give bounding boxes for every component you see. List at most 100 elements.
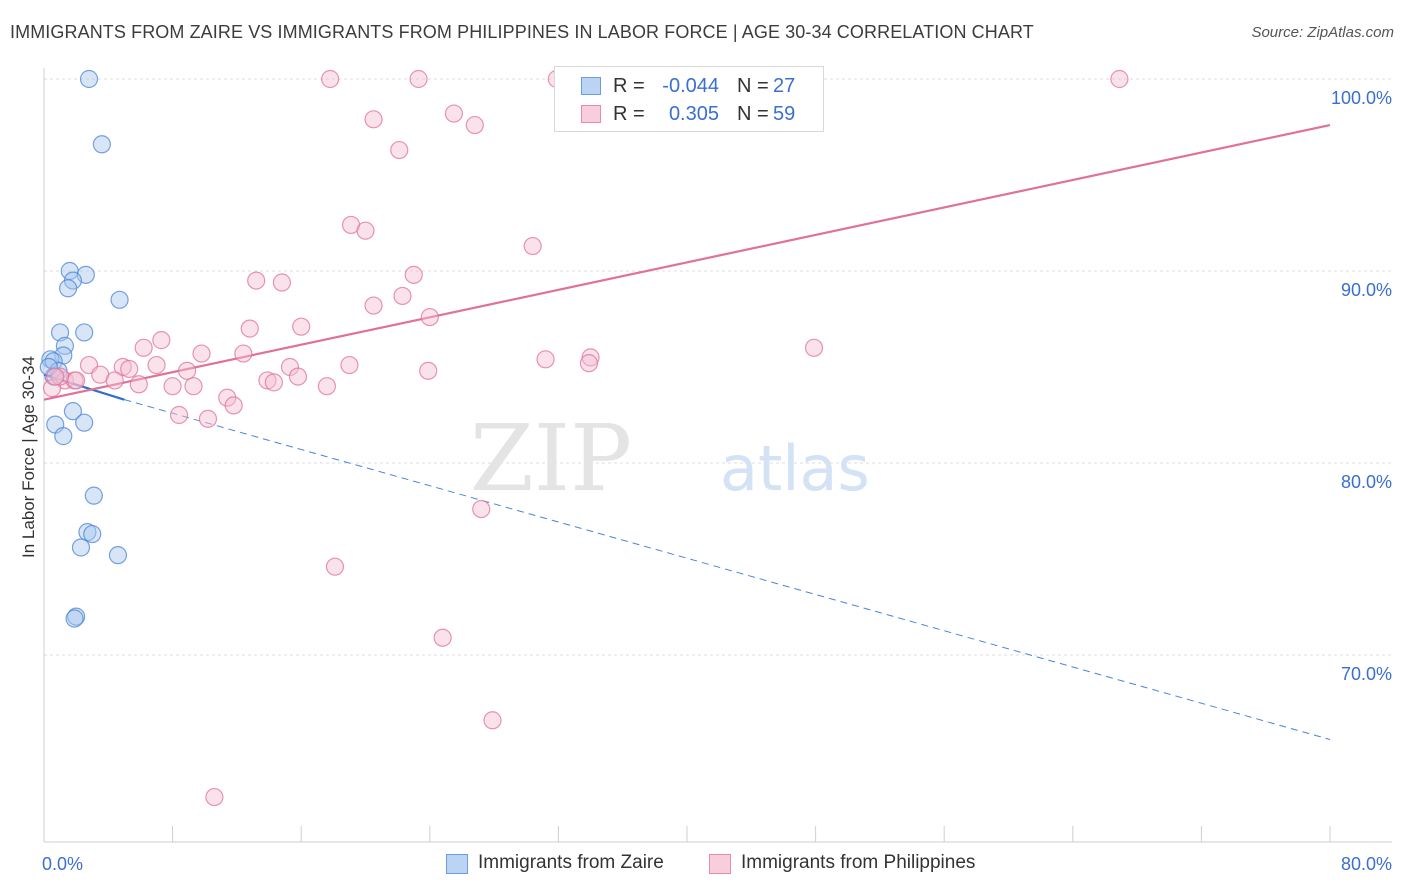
philippines-point (240, 319, 259, 338)
philippines-point (177, 361, 197, 380)
philippines-point (113, 357, 132, 377)
philippines-point (169, 405, 189, 425)
zaire-point (79, 69, 99, 89)
philippines-point (292, 317, 311, 336)
philippines-point (288, 367, 308, 386)
gridlines (44, 78, 1392, 656)
philippines-point (147, 355, 166, 375)
zaire-point (54, 427, 73, 446)
watermark-zip: ZIP (470, 405, 632, 512)
series-legend: Immigrants from Zaire Immigrants from Ph… (0, 852, 1406, 878)
legend-row-zaire: R = -0.044 N = 27 (555, 73, 823, 101)
zaire-trend-dashed (124, 399, 1331, 740)
philippines-point (404, 265, 423, 284)
r-label: R = (613, 103, 645, 125)
zaire-point (50, 323, 70, 342)
philippines-point (192, 344, 211, 363)
x-tick-labels: 0.0% 80.0% (42, 854, 1392, 874)
zaire-swatch (581, 77, 601, 95)
philippines-point (258, 371, 277, 390)
y-tick-labels: 100.0% 90.0% 80.0% 70.0% (1331, 88, 1392, 684)
philippines-point (184, 377, 203, 396)
philippines-point (325, 557, 345, 576)
philippines-point (420, 307, 439, 327)
philippines-point (364, 296, 383, 315)
philippines-point (46, 367, 65, 386)
philippines-point (483, 711, 502, 730)
watermark-atlas: atlas (720, 432, 870, 505)
x-tick-label-min: 0.0% (42, 854, 83, 874)
philippines-point (444, 104, 464, 123)
philippines-point (198, 409, 218, 428)
zaire-legend-label: Immigrants from Zaire (478, 852, 664, 873)
philippines-point (120, 359, 139, 379)
philippines-swatch (581, 105, 601, 123)
philippines-point (356, 221, 375, 240)
philippines-point (465, 115, 484, 135)
philippines-point (247, 271, 266, 290)
data-points (39, 69, 1129, 807)
zaire-point (92, 135, 111, 154)
philippines-point (129, 375, 148, 394)
zaire-point (84, 486, 103, 505)
x-tick-label-max: 80.0% (1341, 854, 1392, 874)
philippines-point (152, 331, 171, 350)
zaire-point (59, 279, 78, 298)
zaire-point (75, 323, 94, 342)
philippines-point (393, 286, 412, 306)
philippines-point (340, 355, 359, 375)
philippines-point (419, 361, 438, 380)
legend-row-philippines: R = 0.305 N = 59 (555, 101, 823, 129)
axes (43, 68, 1392, 843)
philippines-point (105, 371, 124, 390)
philippines-point (579, 354, 599, 373)
philippines-point (321, 69, 340, 89)
y-tick-label: 70.0% (1341, 664, 1392, 684)
philippines-point (264, 373, 283, 392)
philippines-point (472, 499, 491, 519)
r-label: R = (613, 75, 645, 97)
zaire-legend-swatch (446, 854, 468, 874)
correlation-legend: R = -0.044 N = 27 R = 0.305 N = 59 (554, 66, 824, 132)
zaire-point (65, 609, 84, 628)
philippines-point (536, 350, 555, 369)
n-label: N = (737, 103, 769, 125)
y-tick-label: 100.0% (1331, 88, 1392, 108)
n-label: N = (737, 75, 769, 97)
chart-title: IMMIGRANTS FROM ZAIRE VS IMMIGRANTS FROM… (10, 22, 1034, 42)
y-axis-label: In Labor Force | Age 30-34 (19, 356, 38, 558)
trend-lines (43, 124, 1331, 740)
philippines-point (224, 396, 243, 415)
zaire-point (71, 538, 91, 557)
philippines-point (163, 377, 182, 396)
philippines-point (134, 338, 153, 357)
zaire-n-value: 27 (773, 75, 796, 97)
zaire-point (63, 402, 83, 421)
philippines-trend (43, 124, 1331, 401)
philippines-legend-label: Immigrants from Philippines (741, 852, 976, 873)
zaire-point (44, 352, 63, 371)
zaire-r-value: -0.044 (662, 75, 719, 97)
philippines-point (1110, 69, 1129, 89)
philippines-point (364, 110, 383, 129)
philippines-point (523, 236, 542, 256)
philippines-point (67, 371, 86, 390)
zaire-point (110, 290, 129, 309)
philippines-r-value: 0.305 (668, 103, 719, 125)
philippines-point (234, 344, 253, 363)
philippines-point (433, 628, 452, 647)
philippines-point (409, 69, 428, 89)
x-ticks (172, 826, 1331, 842)
zaire-point (108, 546, 128, 565)
philippines-point (272, 273, 292, 292)
philippines-legend-swatch (709, 854, 731, 874)
philippines-point (205, 787, 224, 807)
philippines-point (317, 377, 337, 396)
philippines-point (804, 338, 824, 357)
watermark: ZIP atlas (470, 405, 870, 512)
zaire-point (75, 413, 94, 432)
zaire-point (83, 524, 102, 544)
philippines-n-value: 59 (773, 103, 796, 125)
y-tick-label: 90.0% (1341, 280, 1392, 300)
